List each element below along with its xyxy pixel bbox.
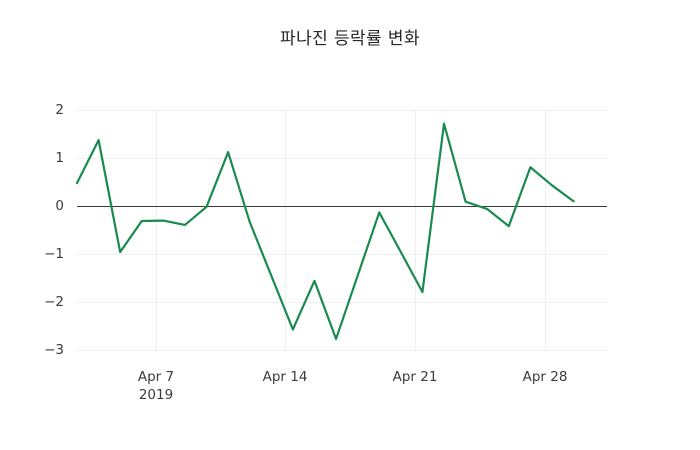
y-tick-label-neg1: −1 — [44, 246, 64, 262]
gridline-x-apr7 — [156, 110, 157, 351]
gridline-y-neg2 — [77, 302, 607, 303]
x-tick-label-apr28-line1: Apr 28 — [522, 369, 568, 385]
y-tick-label-neg3: −3 — [44, 342, 64, 358]
gridline-x-apr21 — [415, 110, 416, 351]
x-tick-label-apr7: Apr 7 2019 — [96, 368, 216, 404]
gridline-x-apr28 — [545, 110, 546, 351]
gridline-y-2 — [77, 110, 607, 111]
x-tick-label-apr21: Apr 21 — [355, 368, 475, 386]
y-tick-label-1: 1 — [55, 150, 64, 166]
y-tick-label-2: 2 — [55, 102, 64, 118]
x-tick-label-apr7-line2: 2019 — [138, 387, 174, 403]
gridline-y-neg1 — [77, 254, 607, 255]
y-tick-label-0: 0 — [55, 198, 64, 214]
chart-title: 파나진 등락률 변화 — [280, 29, 420, 49]
gridline-y-1 — [77, 158, 607, 159]
x-tick-label-apr28: Apr 28 — [485, 368, 605, 386]
x-tick-label-apr14-line1: Apr 14 — [262, 369, 308, 385]
gridline-x-apr14 — [285, 110, 286, 351]
x-tick-label-apr21-line1: Apr 21 — [392, 369, 438, 385]
data-series-svg — [75, 122, 575, 341]
gridline-y-neg3 — [77, 350, 607, 351]
x-tick-label-apr14: Apr 14 — [225, 368, 345, 386]
x-tick-label-apr7-line1: Apr 7 — [137, 369, 175, 385]
zero-baseline — [77, 206, 607, 207]
y-tick-label-neg2: −2 — [44, 294, 64, 310]
plot-area — [75, 110, 607, 351]
line-series-return-rate — [75, 122, 575, 341]
